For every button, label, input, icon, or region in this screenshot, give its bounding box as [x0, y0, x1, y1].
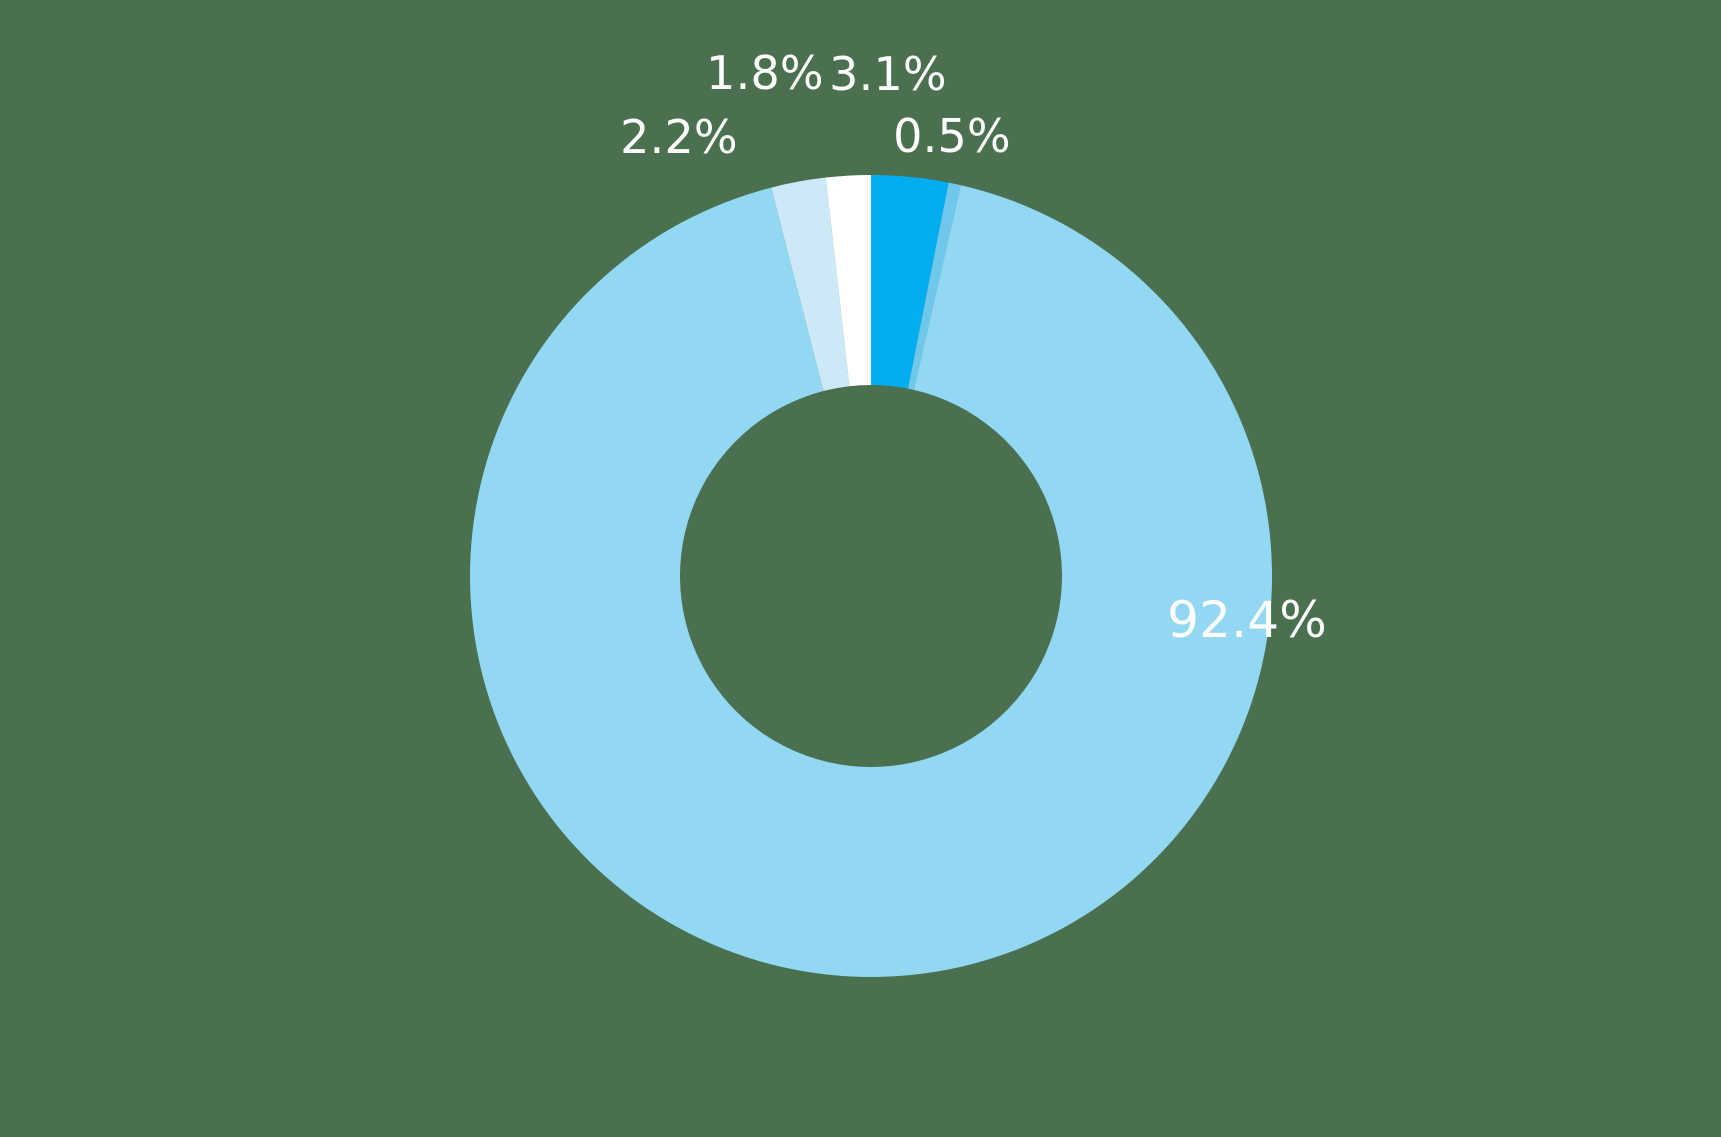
donut-slice-label-2-2pct: 2.2% — [620, 110, 738, 164]
donut-slice-label-0-5pct: 0.5% — [893, 109, 1011, 163]
donut-slice-1-8pct[interactable] — [825, 175, 871, 387]
donut-slice-92-4pct[interactable] — [470, 185, 1273, 977]
donut-slice-2-2pct[interactable] — [771, 177, 850, 391]
donut-slice-0-5pct[interactable] — [907, 182, 961, 390]
donut-slice-label-3-1pct: 3.1% — [829, 47, 947, 101]
donut-slice-label-92-4pct: 92.4% — [1167, 591, 1327, 649]
donut-slice-label-1-8pct: 1.8% — [706, 46, 824, 100]
donut-slice-group — [470, 175, 1273, 977]
donut-slice-3-1pct[interactable] — [871, 175, 949, 389]
